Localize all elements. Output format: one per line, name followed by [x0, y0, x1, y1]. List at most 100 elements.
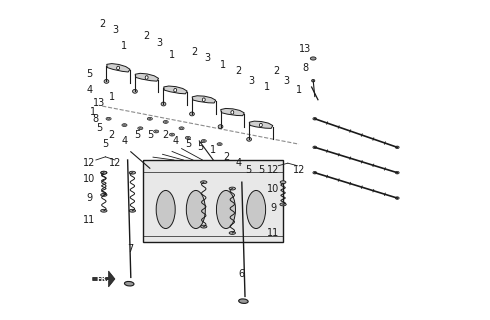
Ellipse shape [310, 57, 316, 60]
Text: 1: 1 [220, 60, 226, 70]
Ellipse shape [163, 121, 168, 124]
Text: 1: 1 [210, 146, 217, 156]
Ellipse shape [171, 134, 173, 135]
Text: 3: 3 [283, 76, 289, 86]
Ellipse shape [108, 118, 110, 119]
Text: 12: 12 [109, 158, 121, 168]
Text: FR.: FR. [97, 276, 109, 282]
Ellipse shape [203, 140, 205, 142]
Text: 3: 3 [248, 76, 254, 86]
Ellipse shape [280, 203, 286, 206]
Text: 11: 11 [83, 215, 96, 225]
Polygon shape [164, 86, 187, 94]
Text: 10: 10 [83, 174, 96, 184]
Text: 1: 1 [169, 50, 175, 60]
Ellipse shape [231, 111, 234, 114]
Text: 2: 2 [273, 66, 280, 76]
Ellipse shape [139, 128, 141, 129]
Polygon shape [249, 121, 273, 128]
Ellipse shape [218, 125, 223, 129]
Text: 5: 5 [245, 164, 251, 174]
Ellipse shape [129, 209, 136, 212]
Ellipse shape [165, 121, 167, 123]
Text: 8: 8 [302, 63, 308, 73]
Text: 12: 12 [268, 164, 280, 174]
Ellipse shape [129, 171, 136, 174]
Ellipse shape [100, 194, 107, 196]
Text: 1: 1 [264, 82, 270, 92]
Ellipse shape [145, 76, 148, 79]
Text: 9: 9 [270, 203, 277, 212]
Ellipse shape [124, 282, 134, 286]
Ellipse shape [246, 137, 251, 141]
Ellipse shape [313, 146, 317, 148]
Ellipse shape [123, 124, 125, 126]
Ellipse shape [101, 171, 107, 174]
Ellipse shape [117, 66, 120, 70]
Text: 13: 13 [299, 44, 312, 54]
Ellipse shape [104, 79, 109, 83]
Ellipse shape [179, 127, 184, 130]
Ellipse shape [106, 117, 111, 120]
Text: 1: 1 [109, 92, 115, 101]
Ellipse shape [154, 130, 159, 133]
Text: 5: 5 [197, 142, 204, 152]
Ellipse shape [229, 232, 236, 234]
Ellipse shape [313, 117, 317, 120]
Text: 2: 2 [236, 66, 242, 76]
Text: 2: 2 [109, 130, 115, 140]
Text: 1: 1 [90, 108, 96, 117]
Ellipse shape [280, 181, 286, 184]
Ellipse shape [187, 137, 189, 139]
Ellipse shape [185, 136, 191, 139]
Ellipse shape [190, 112, 195, 116]
Ellipse shape [147, 117, 152, 120]
Text: 4: 4 [172, 136, 178, 146]
Ellipse shape [149, 118, 151, 119]
Text: 4: 4 [122, 136, 127, 146]
Polygon shape [192, 96, 216, 103]
Text: 4: 4 [87, 85, 93, 95]
Text: 5: 5 [102, 139, 109, 149]
Ellipse shape [229, 187, 236, 190]
Ellipse shape [186, 190, 205, 228]
Ellipse shape [156, 190, 175, 228]
Text: 3: 3 [204, 53, 210, 63]
Polygon shape [93, 271, 115, 287]
Text: 5: 5 [134, 130, 140, 140]
Ellipse shape [170, 133, 174, 136]
Ellipse shape [219, 143, 220, 145]
Ellipse shape [181, 128, 182, 129]
Ellipse shape [201, 140, 206, 142]
Text: 8: 8 [93, 114, 99, 124]
Ellipse shape [155, 131, 157, 132]
Ellipse shape [100, 209, 107, 212]
Ellipse shape [395, 146, 399, 148]
Ellipse shape [200, 181, 207, 184]
Text: 5: 5 [86, 69, 93, 79]
Text: 2: 2 [99, 19, 105, 28]
Ellipse shape [259, 123, 262, 127]
Text: 5: 5 [96, 123, 102, 133]
Text: 9: 9 [87, 193, 93, 203]
Ellipse shape [133, 89, 137, 93]
Text: 2: 2 [223, 152, 229, 162]
Text: 4: 4 [236, 158, 242, 168]
Text: 6: 6 [239, 269, 245, 279]
Ellipse shape [122, 124, 127, 126]
Ellipse shape [200, 225, 207, 228]
Ellipse shape [202, 98, 205, 101]
Ellipse shape [138, 127, 143, 130]
Ellipse shape [246, 190, 266, 228]
Ellipse shape [174, 88, 177, 92]
Ellipse shape [239, 299, 248, 303]
Text: 12: 12 [293, 164, 305, 174]
FancyBboxPatch shape [144, 160, 283, 243]
Text: 3: 3 [156, 38, 162, 48]
Text: 1: 1 [122, 41, 127, 51]
Text: 3: 3 [112, 25, 118, 35]
Text: 2: 2 [163, 130, 169, 140]
Ellipse shape [217, 143, 222, 146]
Polygon shape [107, 64, 130, 72]
Ellipse shape [313, 172, 317, 174]
